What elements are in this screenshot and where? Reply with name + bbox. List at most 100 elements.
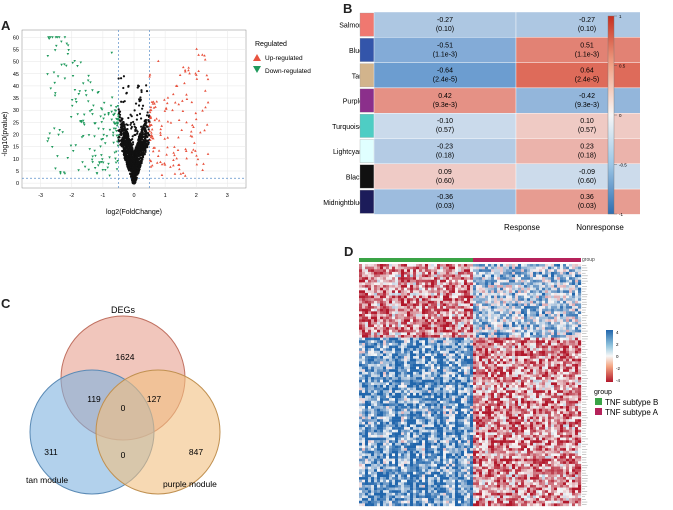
heatmap-cell	[410, 350, 414, 354]
heatmap-cell	[560, 350, 564, 354]
heatmap-cell	[419, 319, 423, 323]
heatmap-cell	[437, 285, 441, 288]
heatmap-cell	[362, 300, 366, 304]
heatmap-cell	[548, 300, 552, 304]
heatmap-cell	[542, 316, 546, 320]
heatmap-cell	[395, 292, 399, 296]
heatmap-cell	[551, 274, 555, 278]
module-row-label: Tan	[352, 73, 363, 80]
heatmap-cell	[374, 369, 378, 372]
heatmap-cell	[368, 332, 372, 336]
heatmap-cell	[383, 303, 387, 307]
heatmap-cell	[377, 363, 381, 367]
up-point	[150, 164, 154, 167]
heatmap-cell	[452, 269, 456, 273]
heatmap-cell	[410, 337, 414, 341]
heatmap-cell	[455, 321, 459, 325]
heatmap-cell	[566, 271, 570, 275]
heatmap-cell	[521, 321, 525, 325]
heatmap-cell	[557, 363, 561, 367]
heatmap-cell	[470, 311, 474, 315]
heatmap-cell	[365, 271, 369, 275]
heatmap-cell	[389, 324, 393, 328]
heatmap-cell	[416, 292, 420, 296]
heatmap-cell	[563, 356, 567, 359]
heatmap-cell	[503, 311, 507, 315]
heatmap-cell	[485, 298, 489, 301]
heatmap-cell	[422, 308, 426, 312]
heatmap-cell	[473, 292, 477, 296]
heatmap-cell	[515, 366, 519, 370]
heatmap-cell	[557, 277, 561, 280]
heatmap-cell	[521, 285, 525, 288]
heatmap-cell	[407, 369, 411, 372]
heatmap-cell	[386, 342, 390, 346]
heatmap-cell	[566, 337, 570, 341]
heatmap-cell	[530, 332, 534, 336]
heatmap-cell	[578, 361, 582, 365]
heatmap-cell	[524, 271, 528, 275]
heatmap-cell	[506, 303, 510, 307]
heatmap-cell	[407, 371, 411, 375]
heatmap-cell	[368, 337, 372, 341]
ns-point	[123, 153, 126, 157]
heatmap-cell	[449, 353, 453, 357]
heatmap-cell	[440, 292, 444, 296]
ns-point	[138, 148, 141, 151]
heatmap-cell	[569, 277, 573, 280]
heatmap-cell	[512, 353, 516, 357]
heatmap-cell	[509, 269, 513, 273]
heatmap-cell	[428, 303, 432, 307]
heatmap-cell	[416, 308, 420, 312]
heatmap-cell	[503, 306, 507, 309]
heatmap-cell	[434, 306, 438, 309]
heatmap-cell	[425, 329, 429, 333]
heatmap-cell	[467, 363, 471, 367]
heatmap-cell	[572, 361, 576, 365]
heatmap-cell	[380, 316, 384, 320]
heatmap-cell	[455, 277, 459, 280]
heatmap-cell	[473, 342, 477, 346]
ns-point	[146, 135, 149, 138]
heatmap-cell	[572, 300, 576, 304]
heatmap-cell	[446, 363, 450, 367]
correlation-cell	[373, 138, 517, 164]
heatmap-cell	[443, 290, 447, 294]
heatmap-cell	[578, 279, 582, 283]
heatmap-cell	[470, 308, 474, 312]
heatmap-cell	[431, 313, 435, 317]
heatmap-cell	[437, 337, 441, 341]
heatmap-cell	[434, 264, 438, 267]
up-point	[173, 101, 177, 104]
heatmap-cell	[488, 277, 492, 280]
heatmap-cell	[566, 340, 570, 344]
heatmap-cell	[575, 321, 579, 325]
heatmap-cell	[431, 366, 435, 370]
heatmap-cell	[569, 279, 573, 283]
heatmap-cell	[395, 358, 399, 362]
heatmap-cell	[467, 295, 471, 299]
ns-point	[126, 137, 130, 140]
heatmap-cell	[527, 285, 531, 288]
heatmap-cell	[392, 321, 396, 325]
heatmap-cell	[503, 324, 507, 328]
down-point	[56, 155, 59, 158]
heatmap-cell	[413, 313, 417, 317]
heatmap-cell	[431, 342, 435, 346]
heatmap-cell	[506, 282, 510, 286]
heatmap-cell	[560, 292, 564, 296]
heatmap-cell	[368, 306, 372, 309]
heatmap-cell	[482, 335, 486, 338]
heatmap-cell	[401, 308, 405, 312]
heatmap-cell	[404, 303, 408, 307]
heatmap-cell	[395, 271, 399, 275]
heatmap-cell	[449, 282, 453, 286]
heatmap-cell	[428, 282, 432, 286]
heatmap-cell	[407, 306, 411, 309]
heatmap-cell	[419, 335, 423, 338]
heatmap-cell	[545, 269, 549, 273]
down-point	[111, 134, 115, 137]
heatmap-cell	[494, 292, 498, 296]
heatmap-cell	[530, 319, 534, 323]
heatmap-cell	[575, 308, 579, 312]
